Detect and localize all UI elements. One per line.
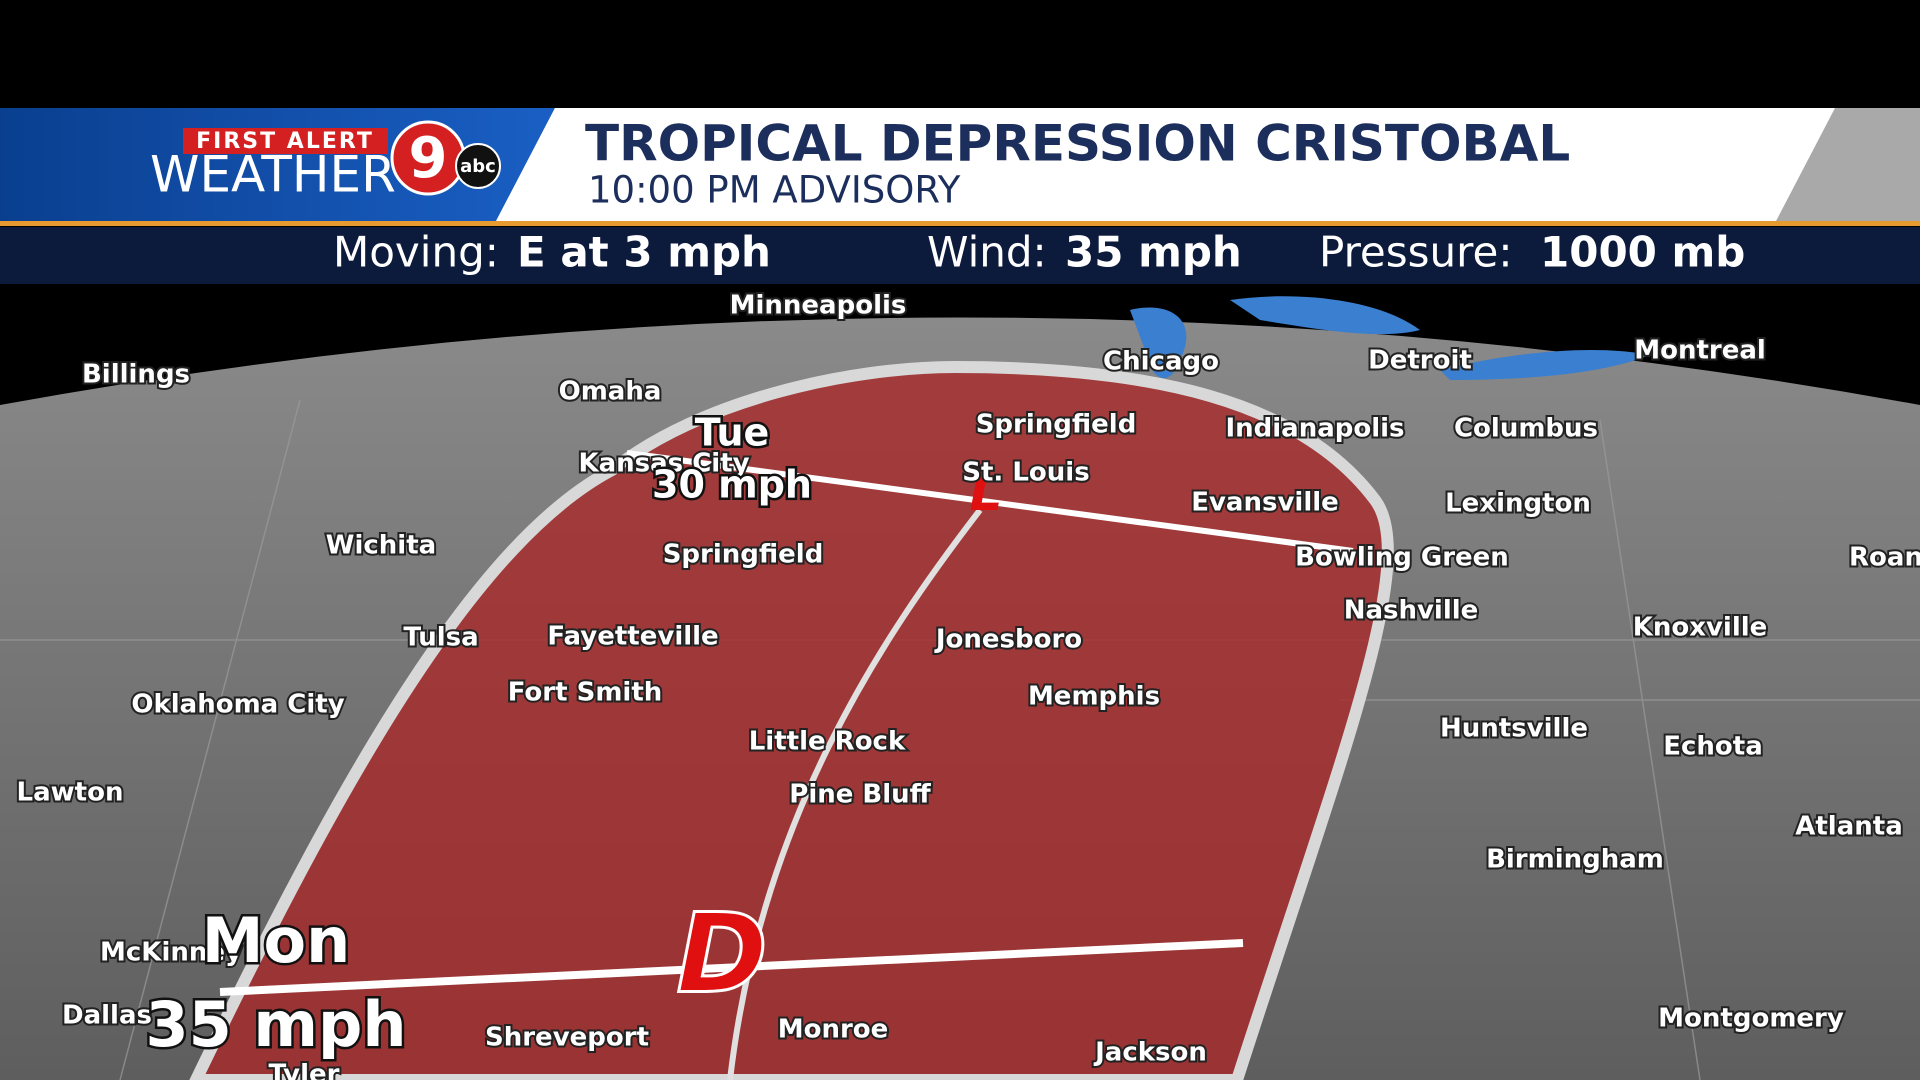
- city-label: Knoxville: [1633, 613, 1768, 643]
- tue-line: [626, 450, 1354, 554]
- subtitle: 10:00 PM ADVISORY: [588, 169, 961, 212]
- city-label: Chicago: [1103, 347, 1219, 377]
- city-labels: Minneapolis Billings Omaha Chicago Detroit Mo…: [15, 289, 1920, 1080]
- first-alert-box: [183, 128, 388, 154]
- depression-symbol: D: [676, 889, 767, 1017]
- city-label: Indianapolis: [1225, 414, 1404, 444]
- stat-label: Moving:: [333, 228, 499, 277]
- city-label: St. Louis: [962, 458, 1089, 488]
- stat-label: Pressure:: [1319, 228, 1513, 277]
- title: TROPICAL DEPRESSION CRISTOBAL: [585, 115, 1570, 173]
- city-label: Lawton: [17, 778, 124, 808]
- city-label: Memphis: [1028, 682, 1160, 712]
- stat-value: 35 mph: [1065, 228, 1242, 277]
- mon-line: [219, 939, 1244, 996]
- city-label: Detroit: [1368, 346, 1472, 376]
- city-label: Atlanta: [1795, 812, 1903, 842]
- city-label: Omaha: [559, 377, 662, 407]
- city-label: Tyler: [269, 1060, 340, 1080]
- lakes: [1130, 296, 1650, 380]
- city-label: Huntsville: [1440, 714, 1588, 744]
- city-label: McKinney: [100, 938, 242, 968]
- stat-label: Wind:: [927, 228, 1047, 277]
- city-label: Montgomery: [1658, 1004, 1844, 1034]
- forecast-cone: [189, 360, 1394, 1080]
- city-label: Tulsa: [403, 623, 478, 653]
- track-day: Tue: [695, 411, 770, 455]
- city-label: Jonesboro: [934, 625, 1082, 655]
- city-label: Evansville: [1191, 488, 1339, 518]
- stat-value: E at 3 mph: [517, 228, 771, 277]
- stat-value: 1000 mb: [1540, 228, 1745, 277]
- city-label: Roan: [1849, 543, 1920, 573]
- network-badge: [455, 143, 501, 189]
- track-speed: 30 mph: [652, 463, 812, 507]
- track-speed: 35 mph: [146, 988, 407, 1061]
- city-label: Minneapolis: [730, 291, 907, 321]
- city-label: Nashville: [1344, 596, 1479, 626]
- city-label: Birmingham: [1486, 845, 1664, 875]
- city-label: Montreal: [1634, 336, 1766, 366]
- center-track: [727, 508, 983, 1080]
- city-label: Jackson: [1093, 1038, 1207, 1068]
- first-alert: FIRST ALERT: [196, 129, 374, 154]
- city-label: Wichita: [326, 531, 436, 561]
- city-label: Fayetteville: [547, 622, 718, 652]
- stats-bar: [0, 227, 1920, 284]
- city-label: Echota: [1663, 732, 1763, 762]
- city-label: Oklahoma City: [131, 690, 344, 720]
- stats: Moving: E at 3 mph Wind: 35 mph Pressure: 100…: [333, 228, 1745, 277]
- low-symbol: L: [969, 463, 1002, 523]
- city-label: Columbus: [1454, 414, 1598, 444]
- city-label: Fort Smith: [508, 678, 663, 708]
- channel: 9: [409, 126, 448, 191]
- city-label: Lexington: [1445, 489, 1591, 519]
- header-rule: [0, 221, 1920, 226]
- city-label: Dallas: [62, 1001, 152, 1031]
- city-label: Billings: [82, 360, 190, 390]
- city-label: Little Rock: [749, 727, 906, 757]
- track-day: Mon: [202, 904, 350, 977]
- title-panel: [495, 108, 1835, 223]
- city-label: Springfield: [976, 410, 1137, 440]
- city-label: Monroe: [778, 1015, 889, 1045]
- city-label: Shreveport: [485, 1023, 649, 1053]
- weather-logo: WEATHER: [150, 146, 396, 204]
- city-label: Kansas City: [578, 449, 749, 479]
- city-label: Bowling Green: [1295, 543, 1509, 573]
- city-label: Springfield: [663, 540, 824, 570]
- city-label: Pine Bluff: [789, 780, 931, 810]
- network: abc: [460, 156, 496, 177]
